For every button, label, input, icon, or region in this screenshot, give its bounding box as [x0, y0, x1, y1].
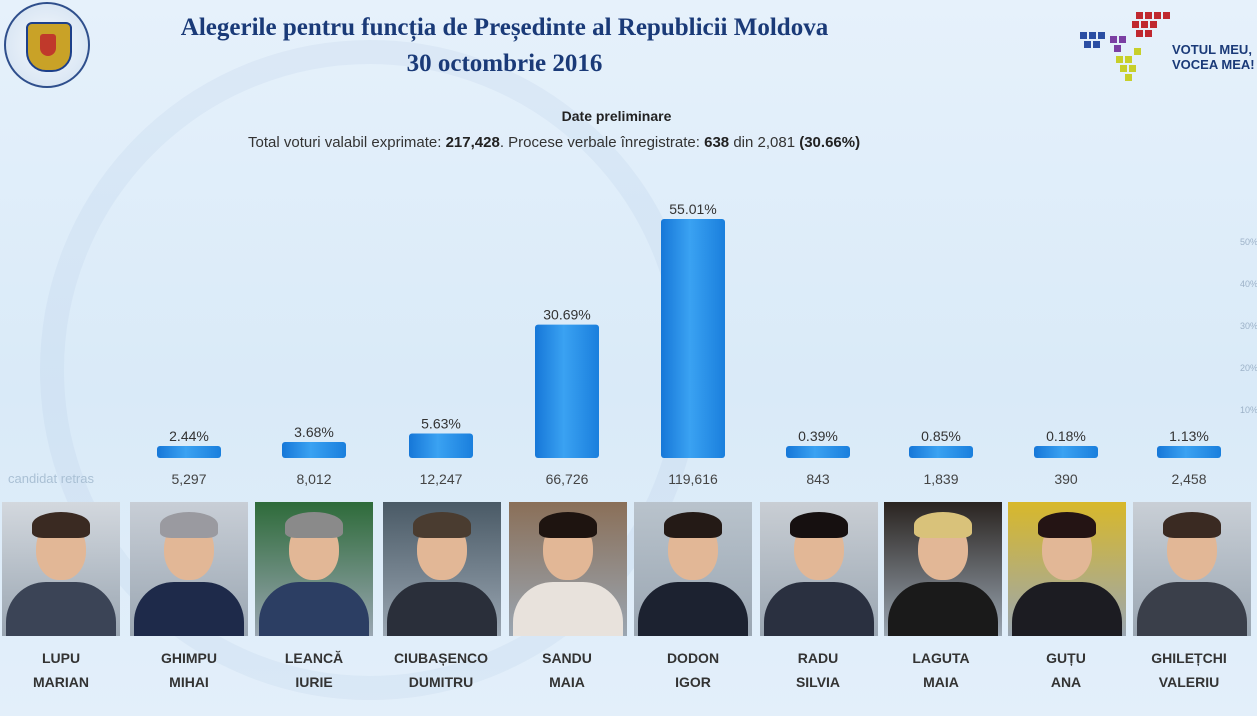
bar-value-label: 2.44%	[169, 428, 209, 444]
candidate-surname: CIUBAȘENCO	[393, 650, 489, 666]
subtitle: Date preliminare	[0, 108, 1257, 124]
campaign-slogan: VOTUL MEU, VOCEA MEA!	[1172, 42, 1255, 72]
bar-value-label: 0.85%	[921, 428, 961, 444]
slogan-line-1: VOTUL MEU,	[1172, 42, 1252, 57]
candidate-given-name: SILVIA	[795, 674, 841, 690]
candidate-given-name: MARIAN	[33, 674, 89, 690]
bar	[1034, 446, 1098, 458]
candidate-photo-icon	[634, 502, 752, 636]
subtitle-text: Date preliminare	[561, 108, 672, 124]
candidate-surname: SANDU	[542, 650, 592, 666]
bar	[409, 433, 473, 458]
candidate-photo-icon	[255, 502, 373, 636]
y-tick-label: 20%	[1240, 363, 1257, 373]
bar	[661, 219, 725, 458]
y-tick-label: 10%	[1240, 405, 1257, 415]
page-title: Alegerile pentru funcția de Președinte a…	[0, 10, 1257, 82]
candidate-name: LAGUTA MAIA	[879, 646, 1003, 694]
candidate-name: CIUBAȘENCO DUMITRU	[379, 646, 503, 694]
candidate-surname: GHIMPU	[161, 650, 217, 666]
candidate-surname: DODON	[666, 650, 720, 666]
bar	[909, 446, 973, 458]
candidate-photo-icon	[1008, 502, 1126, 636]
candidate-name: LUPU MARIAN	[0, 646, 123, 694]
bar-value-label: 0.18%	[1046, 428, 1086, 444]
candidate-name: GHILEȚCHI VALERIU	[1127, 646, 1251, 694]
candidate-name: DODON IGOR	[631, 646, 755, 694]
bar	[282, 442, 346, 458]
candidate-given-name: DUMITRU	[408, 674, 474, 690]
candidate-photo-icon	[383, 502, 501, 636]
bar	[535, 324, 599, 458]
candidate-photo-icon	[884, 502, 1002, 636]
vote-count: 1,839	[923, 471, 959, 487]
candidate-name: SANDU MAIA	[505, 646, 629, 694]
candidate-given-name: MIHAI	[169, 674, 209, 690]
totals-registered: 638	[704, 134, 730, 151]
candidate-photo-icon	[760, 502, 878, 636]
candidate-surname: GUȚU	[1046, 650, 1086, 666]
campaign-logo-icon	[1080, 12, 1170, 81]
candidate-name: GHIMPU MIHAI	[127, 646, 251, 694]
vote-count: 5,297	[171, 471, 207, 487]
candidate-surname: LEANCĂ	[284, 650, 344, 666]
bar-value-label: 1.13%	[1169, 428, 1209, 444]
y-tick-label: 40%	[1240, 279, 1257, 289]
totals-line: Total voturi valabil exprimate: 217,428.…	[248, 134, 860, 151]
candidate-photo-icon	[509, 502, 627, 636]
candidate-surname: LAGUTA	[912, 650, 970, 666]
totals-din: din 2,081	[733, 134, 796, 151]
candidate-name: LEANCĂ IURIE	[252, 646, 376, 694]
candidate-surname: GHILEȚCHI	[1151, 650, 1227, 666]
vote-count: 66,726	[545, 471, 589, 487]
candidate-name: RADU SILVIA	[756, 646, 880, 694]
candidate-surname: LUPU	[41, 650, 81, 666]
candidate-given-name: MAIA	[923, 674, 959, 690]
bar-value-label: 55.01%	[669, 201, 716, 217]
title-line-2: 30 octombrie 2016	[406, 50, 603, 77]
totals-valid: 217,428	[445, 134, 500, 151]
cec-seal-icon	[4, 2, 90, 88]
bar-value-label: 5.63%	[421, 416, 461, 432]
vote-count: 119,616	[668, 471, 718, 487]
candidate-surname: RADU	[797, 650, 839, 666]
y-tick-label: 30%	[1240, 321, 1257, 331]
candidate-given-name: ANA	[1050, 674, 1082, 690]
slogan-line-2: VOCEA MEA!	[1172, 57, 1255, 72]
vote-count: 2,458	[1171, 471, 1207, 487]
bar-value-label: 30.69%	[543, 307, 590, 323]
candidate-photo-icon	[1133, 502, 1251, 636]
candidate-photo-icon	[2, 502, 120, 636]
vote-count: 843	[806, 471, 830, 487]
bar	[786, 446, 850, 458]
vote-count: 12,247	[419, 471, 463, 487]
candidate-photo-icon	[130, 502, 248, 636]
candidate-given-name: IGOR	[675, 674, 711, 690]
totals-percent: (30.66%)	[799, 134, 861, 151]
bar-value-label: 0.39%	[798, 428, 838, 444]
totals-middle: . Procese verbale înregistrate:	[499, 134, 700, 151]
vote-count: 8,012	[296, 471, 332, 487]
bar	[157, 446, 221, 458]
bar	[1157, 446, 1221, 458]
vote-count: 390	[1054, 471, 1078, 487]
withdrawn-label: candidat retras	[8, 471, 94, 486]
y-tick-label: 50%	[1240, 237, 1257, 247]
candidate-given-name: IURIE	[295, 674, 333, 690]
totals-prefix: Total voturi valabil exprimate:	[248, 134, 442, 151]
candidate-name: GUȚU ANA	[1004, 646, 1128, 694]
title-line-1: Alegerile pentru funcția de Președinte a…	[180, 14, 829, 41]
candidate-given-name: VALERIU	[1158, 674, 1220, 690]
candidate-given-name: MAIA	[549, 674, 585, 690]
bar-value-label: 3.68%	[294, 424, 334, 440]
